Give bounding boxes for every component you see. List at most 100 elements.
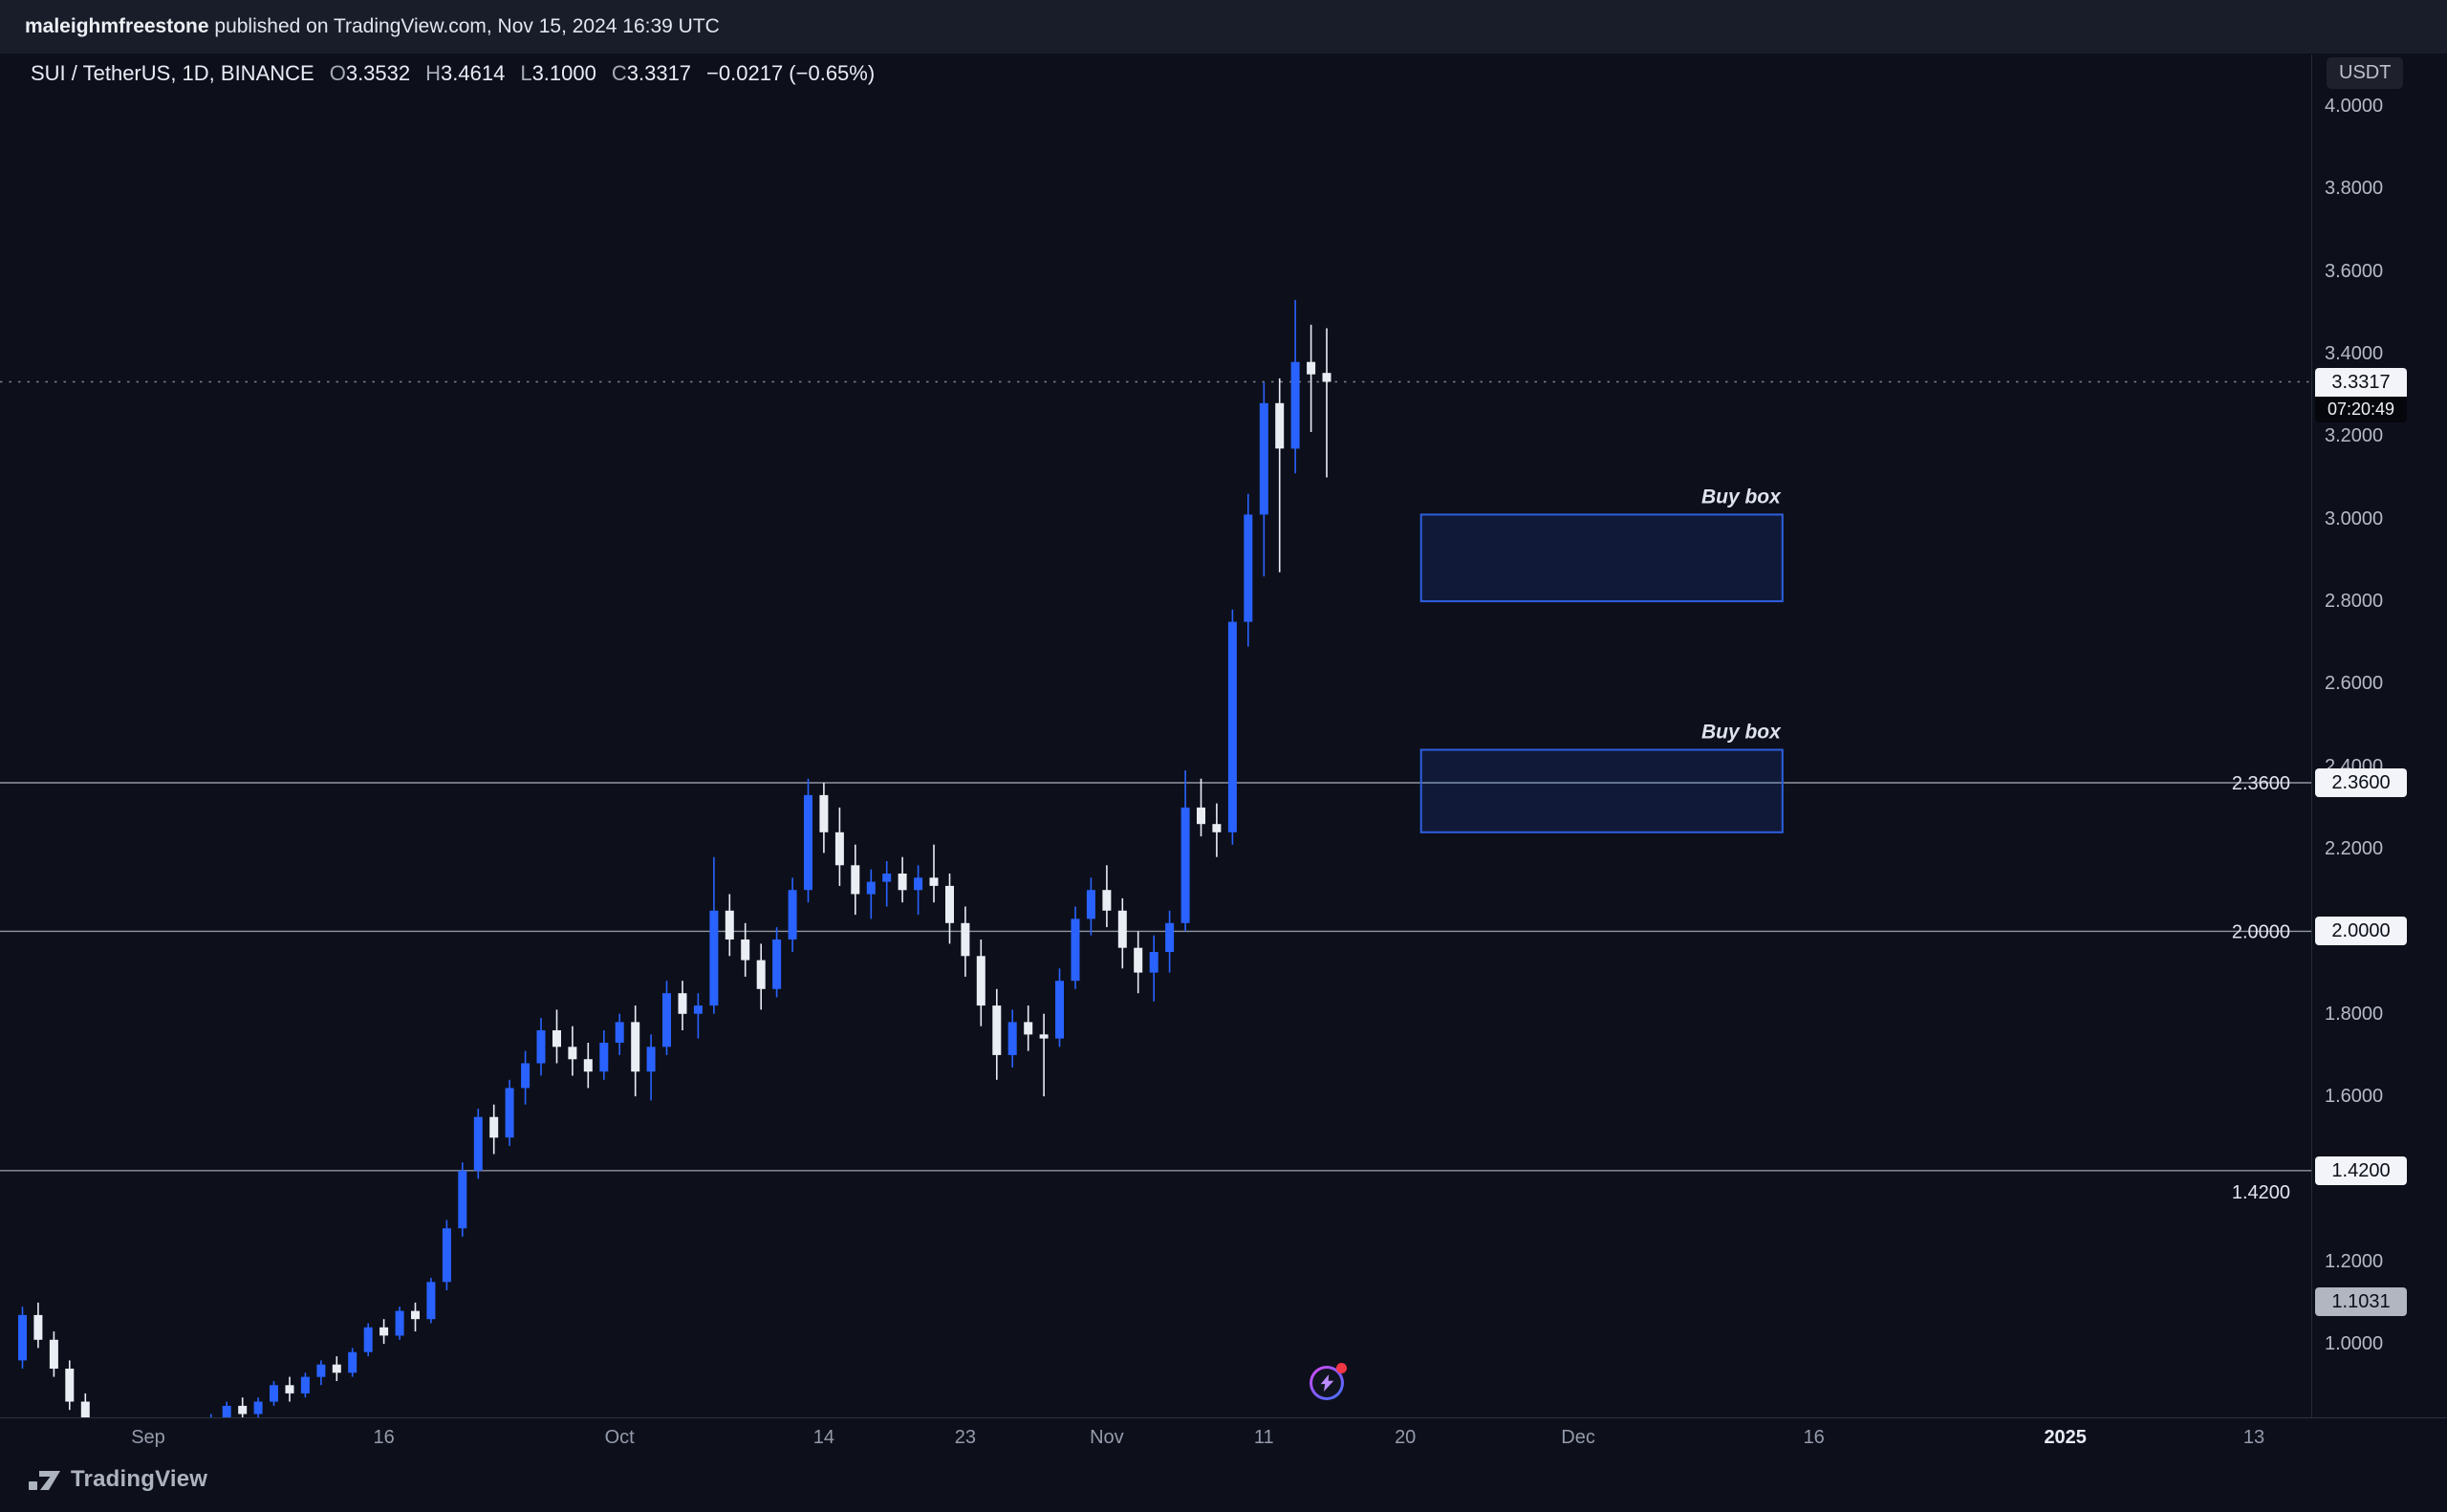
buy-box[interactable] [1419, 513, 1784, 603]
price-tick: 4.0000 [2325, 96, 2384, 117]
candle [615, 1013, 624, 1055]
candle [442, 1220, 451, 1290]
price-tick: 1.2000 [2325, 1250, 2384, 1272]
lightning-flash-icon[interactable] [1310, 1363, 1347, 1400]
candle [819, 783, 829, 853]
candle [693, 993, 703, 1039]
candle [1212, 803, 1222, 857]
candle [945, 874, 954, 944]
candle [929, 844, 939, 903]
candle [379, 1319, 389, 1345]
candle [426, 1278, 436, 1324]
time-tick: 14 [812, 1427, 835, 1448]
candle [18, 1307, 27, 1369]
time-tick: 13 [2242, 1427, 2265, 1448]
candle [1055, 968, 1064, 1048]
candle [851, 844, 860, 916]
candle [834, 807, 844, 886]
candle [709, 856, 719, 1014]
price-tick: 1.8000 [2325, 1003, 2384, 1025]
symbol-title: SUI / TetherUS, 1D, BINANCE [31, 61, 314, 85]
candle [332, 1356, 341, 1381]
candle [756, 943, 766, 1010]
candle [662, 981, 671, 1055]
price-axis-separator [2311, 54, 2312, 1417]
ohlc-high: H3.4614 [425, 61, 506, 85]
candle [395, 1307, 404, 1340]
candle [458, 1162, 467, 1237]
time-tick: 16 [373, 1427, 395, 1448]
tradingview-logo-icon [29, 1471, 60, 1490]
candle [992, 988, 1002, 1080]
candle [961, 906, 970, 977]
price-tick: 1.0000 [2325, 1333, 2384, 1355]
price-tick: 3.8000 [2325, 178, 2384, 200]
candle [898, 856, 907, 903]
price-line-label: 1.4200 [2232, 1182, 2290, 1203]
time-tick: 2025 [2044, 1427, 2087, 1448]
watermark-text: TradingView [71, 1466, 208, 1492]
candle [473, 1109, 483, 1179]
price-tick: 3.6000 [2325, 260, 2384, 282]
candle [1007, 1009, 1017, 1068]
price-axis[interactable]: 4.0000 3.8000 3.6000 3.4000 3.2000 3.0000 2.80… [2311, 0, 2447, 1512]
publisher-username: maleighmfreestone [25, 15, 209, 37]
price-tick: 2.2000 [2325, 838, 2384, 860]
time-tick: Dec [1561, 1427, 1595, 1448]
time-axis-separator [0, 1417, 2447, 1418]
candle [1227, 609, 1237, 845]
candle [1259, 382, 1268, 577]
time-axis[interactable]: Sep 16 Oct 14 23 Nov 11 20 Dec 16 2025 13 [0, 1418, 2447, 1462]
candle [33, 1302, 43, 1349]
time-tick: 23 [954, 1427, 977, 1448]
candle [505, 1079, 514, 1146]
tradingview-watermark[interactable]: TradingView [29, 1466, 207, 1493]
flash-bolt [1312, 1369, 1341, 1397]
candle [80, 1393, 90, 1417]
candle [238, 1397, 248, 1417]
notification-dot [1336, 1363, 1347, 1373]
price-line-badge[interactable]: 2.3600 [2315, 768, 2407, 797]
candle [914, 865, 923, 916]
ohlc-low: L3.1000 [520, 61, 596, 85]
price-line-badge[interactable]: 2.0000 [2315, 917, 2407, 946]
candle [882, 861, 892, 907]
time-tick: 20 [1395, 1427, 1417, 1448]
candle [772, 927, 782, 998]
price-alert-badge: 1.1031 [2315, 1286, 2407, 1316]
candle [583, 1043, 593, 1089]
candle [804, 778, 812, 903]
time-tick: Sep [131, 1427, 165, 1448]
candle [599, 1030, 609, 1080]
candle [1102, 865, 1112, 928]
candle [1117, 897, 1127, 969]
candle [1180, 770, 1190, 932]
candle [222, 1401, 231, 1417]
candle [49, 1331, 58, 1377]
price-tick: 2.8000 [2325, 591, 2384, 612]
time-tick: Oct [604, 1427, 635, 1448]
symbol-legend[interactable]: SUI / TetherUS, 1D, BINANCE O3.3532 H3.4… [31, 61, 875, 86]
ohlc-close: C3.3317 [611, 61, 692, 85]
time-tick: Nov [1090, 1427, 1124, 1448]
candle [1165, 910, 1175, 973]
price-tick: 2.6000 [2325, 673, 2384, 695]
candle [725, 894, 734, 957]
candle [1149, 935, 1159, 1002]
candle [646, 1034, 656, 1101]
candle [253, 1397, 263, 1417]
bar-countdown: 07:20:49 [2315, 396, 2407, 422]
currency-tab[interactable]: USDT [2327, 57, 2404, 89]
candle [316, 1360, 326, 1386]
candle [1275, 378, 1285, 572]
price-line-label: 2.3600 [2232, 773, 2290, 794]
candle [300, 1372, 310, 1398]
time-tick: 11 [1253, 1427, 1274, 1448]
candle [348, 1348, 357, 1377]
buy-box[interactable] [1419, 748, 1784, 833]
price-line-badge[interactable]: 1.4200 [2315, 1156, 2407, 1185]
candle [1071, 906, 1080, 989]
price-tick: 1.6000 [2325, 1086, 2384, 1108]
